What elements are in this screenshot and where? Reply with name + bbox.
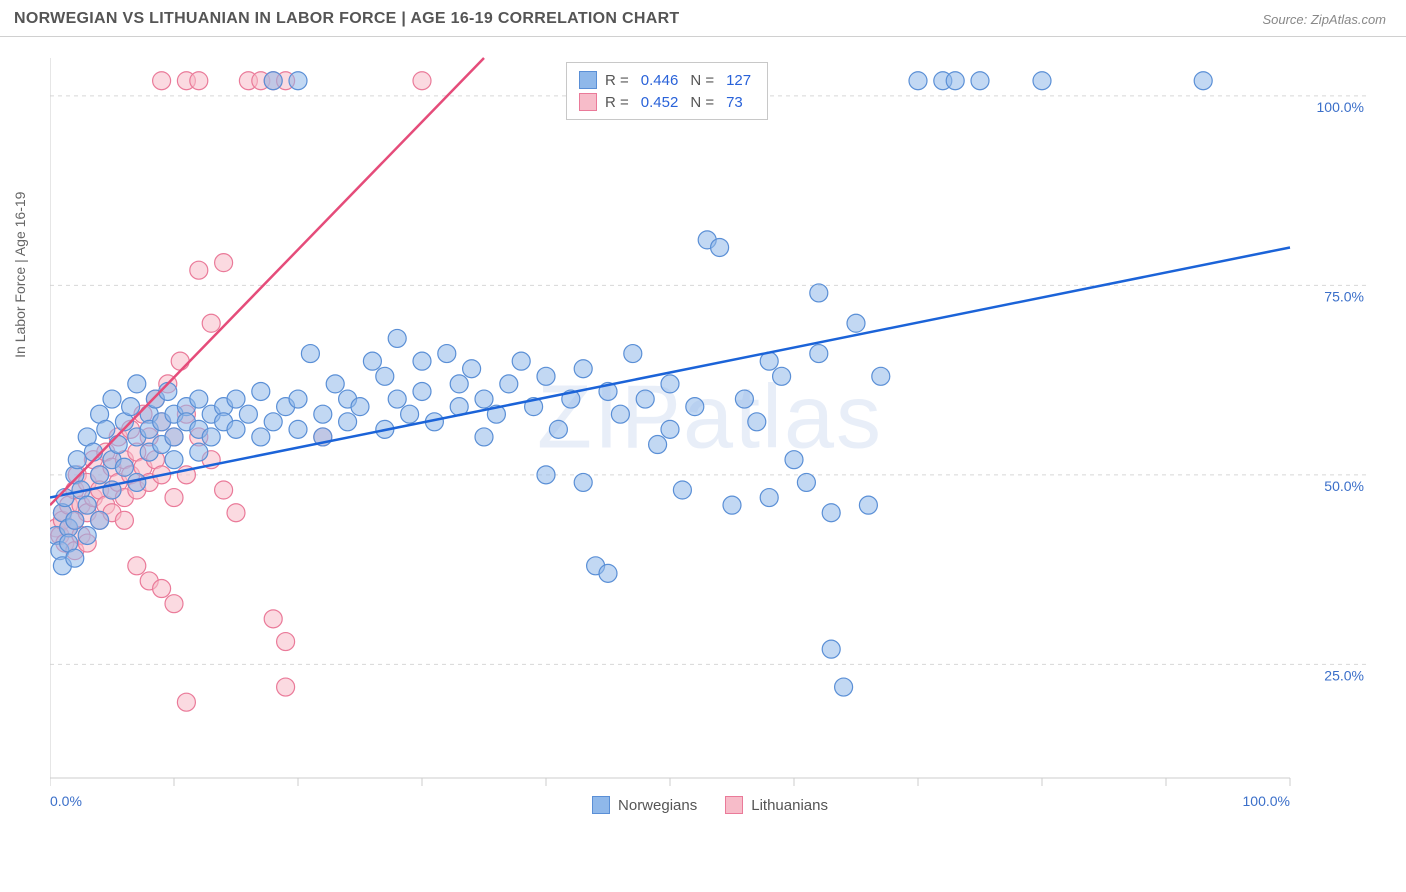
legend-item-norwegians: Norwegians — [592, 796, 697, 814]
stats-r-label: R = — [605, 94, 629, 111]
legend-label-0: Norwegians — [618, 797, 697, 814]
stats-row-norwegians: R = 0.446 N = 127 — [579, 69, 755, 91]
stats-n-value-0: 127 — [722, 72, 755, 89]
swatch-norwegians-icon — [592, 796, 610, 814]
chart-header: NORWEGIAN VS LITHUANIAN IN LABOR FORCE |… — [0, 0, 1406, 37]
svg-text:50.0%: 50.0% — [1324, 478, 1364, 494]
bottom-legend: Norwegians Lithuanians — [50, 796, 1370, 814]
source-label: Source: ZipAtlas.com — [1262, 12, 1386, 27]
y-axis-label: In Labor Force | Age 16-19 — [12, 192, 28, 358]
scatter-plot: 25.0%50.0%75.0%100.0%0.0%100.0% — [50, 48, 1370, 818]
stats-n-value-1: 73 — [722, 94, 747, 111]
stats-r-label: R = — [605, 72, 629, 89]
chart-title: NORWEGIAN VS LITHUANIAN IN LABOR FORCE |… — [14, 10, 680, 28]
svg-text:25.0%: 25.0% — [1324, 667, 1364, 683]
legend-label-1: Lithuanians — [751, 797, 828, 814]
stats-box: R = 0.446 N = 127 R = 0.452 N = 73 — [566, 62, 768, 120]
legend-item-lithuanians: Lithuanians — [725, 796, 828, 814]
stats-row-lithuanians: R = 0.452 N = 73 — [579, 91, 755, 113]
svg-text:75.0%: 75.0% — [1324, 288, 1364, 304]
swatch-lithuanians-icon — [725, 796, 743, 814]
chart-area: In Labor Force | Age 16-19 ZIPatlas 25.0… — [50, 48, 1370, 818]
stats-r-value-0: 0.446 — [637, 72, 683, 89]
swatch-lithuanians-icon — [579, 93, 597, 111]
stats-n-label: N = — [690, 94, 714, 111]
swatch-norwegians-icon — [579, 71, 597, 89]
stats-n-label: N = — [690, 72, 714, 89]
svg-text:100.0%: 100.0% — [1317, 99, 1364, 115]
stats-r-value-1: 0.452 — [637, 94, 683, 111]
